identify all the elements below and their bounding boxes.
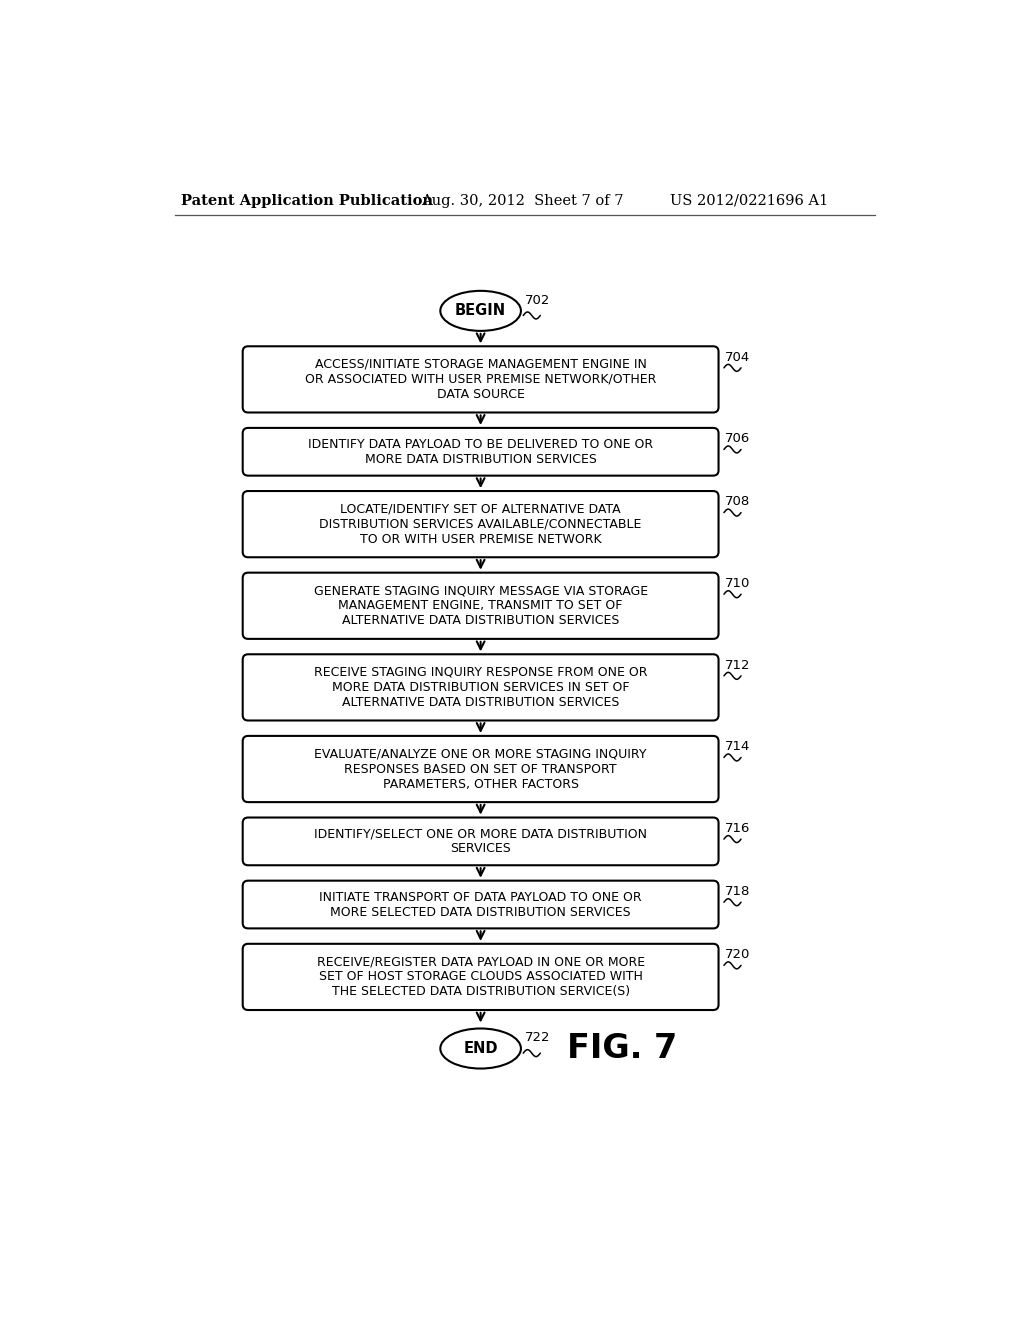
Text: END: END — [464, 1041, 498, 1056]
FancyBboxPatch shape — [243, 346, 719, 412]
FancyBboxPatch shape — [243, 817, 719, 866]
FancyBboxPatch shape — [243, 880, 719, 928]
Text: 718: 718 — [725, 884, 751, 898]
Text: 722: 722 — [524, 1031, 550, 1044]
FancyBboxPatch shape — [243, 655, 719, 721]
Text: ACCESS/INITIATE STORAGE MANAGEMENT ENGINE IN
OR ASSOCIATED WITH USER PREMISE NET: ACCESS/INITIATE STORAGE MANAGEMENT ENGIN… — [305, 358, 656, 401]
FancyBboxPatch shape — [243, 491, 719, 557]
Text: IDENTIFY DATA PAYLOAD TO BE DELIVERED TO ONE OR
MORE DATA DISTRIBUTION SERVICES: IDENTIFY DATA PAYLOAD TO BE DELIVERED TO… — [308, 438, 653, 466]
Text: EVALUATE/ANALYZE ONE OR MORE STAGING INQUIRY
RESPONSES BASED ON SET OF TRANSPORT: EVALUATE/ANALYZE ONE OR MORE STAGING INQ… — [314, 747, 647, 791]
Text: RECEIVE/REGISTER DATA PAYLOAD IN ONE OR MORE
SET OF HOST STORAGE CLOUDS ASSOCIAT: RECEIVE/REGISTER DATA PAYLOAD IN ONE OR … — [316, 956, 645, 998]
Text: RECEIVE STAGING INQUIRY RESPONSE FROM ONE OR
MORE DATA DISTRIBUTION SERVICES IN : RECEIVE STAGING INQUIRY RESPONSE FROM ON… — [314, 665, 647, 709]
Text: 714: 714 — [725, 741, 751, 754]
Text: LOCATE/IDENTIFY SET OF ALTERNATIVE DATA
DISTRIBUTION SERVICES AVAILABLE/CONNECTA: LOCATE/IDENTIFY SET OF ALTERNATIVE DATA … — [319, 503, 642, 545]
Text: IDENTIFY/SELECT ONE OR MORE DATA DISTRIBUTION
SERVICES: IDENTIFY/SELECT ONE OR MORE DATA DISTRIB… — [314, 828, 647, 855]
FancyBboxPatch shape — [243, 428, 719, 475]
Text: 720: 720 — [725, 948, 751, 961]
Text: BEGIN: BEGIN — [455, 304, 506, 318]
Text: 710: 710 — [725, 577, 751, 590]
Text: 706: 706 — [725, 432, 750, 445]
Text: 712: 712 — [725, 659, 751, 672]
Text: Aug. 30, 2012  Sheet 7 of 7: Aug. 30, 2012 Sheet 7 of 7 — [421, 194, 624, 207]
Text: US 2012/0221696 A1: US 2012/0221696 A1 — [671, 194, 828, 207]
FancyBboxPatch shape — [243, 737, 719, 803]
Text: 702: 702 — [524, 293, 550, 306]
Text: 704: 704 — [725, 351, 750, 363]
Text: GENERATE STAGING INQUIRY MESSAGE VIA STORAGE
MANAGEMENT ENGINE, TRANSMIT TO SET : GENERATE STAGING INQUIRY MESSAGE VIA STO… — [313, 585, 648, 627]
FancyBboxPatch shape — [243, 944, 719, 1010]
Text: Patent Application Publication: Patent Application Publication — [180, 194, 433, 207]
FancyBboxPatch shape — [243, 573, 719, 639]
Ellipse shape — [440, 1028, 521, 1069]
Text: INITIATE TRANSPORT OF DATA PAYLOAD TO ONE OR
MORE SELECTED DATA DISTRIBUTION SER: INITIATE TRANSPORT OF DATA PAYLOAD TO ON… — [319, 891, 642, 919]
Text: 708: 708 — [725, 495, 750, 508]
Text: FIG. 7: FIG. 7 — [567, 1032, 678, 1065]
Ellipse shape — [440, 290, 521, 331]
Text: 716: 716 — [725, 822, 751, 834]
